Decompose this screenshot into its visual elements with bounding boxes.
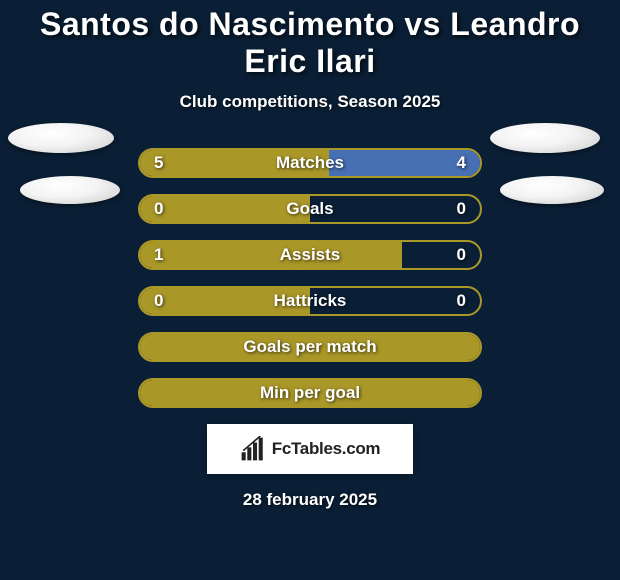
stat-value-right: 0 [457, 245, 466, 265]
stat-row: Min per goal [0, 378, 620, 408]
stat-label: Matches [276, 153, 344, 173]
stat-value-left: 1 [154, 245, 163, 265]
stat-label: Hattricks [274, 291, 347, 311]
stat-value-right: 4 [457, 153, 466, 173]
stat-value-right: 0 [457, 291, 466, 311]
stat-label: Min per goal [260, 383, 360, 403]
date-text: 28 february 2025 [0, 490, 620, 510]
stat-value-left: 0 [154, 291, 163, 311]
stat-bar-left-fill [140, 242, 402, 268]
stat-value-right: 0 [457, 199, 466, 219]
stat-row: Goals 0 0 [0, 194, 620, 224]
stat-row: Assists 1 0 [0, 240, 620, 270]
stat-bar: Hattricks 0 0 [138, 286, 482, 316]
branding-text: FcTables.com [272, 439, 381, 459]
stat-bar: Goals 0 0 [138, 194, 482, 224]
stat-label: Goals per match [243, 337, 376, 357]
stat-row: Matches 5 4 [0, 148, 620, 178]
infographic-container: Santos do Nascimento vs Leandro Eric Ila… [0, 0, 620, 580]
fctables-logo-icon [240, 436, 266, 462]
stat-bar-left-fill [140, 196, 310, 222]
subtitle: Club competitions, Season 2025 [0, 92, 620, 112]
stat-bar: Goals per match [138, 332, 482, 362]
stat-row: Hattricks 0 0 [0, 286, 620, 316]
stat-value-left: 5 [154, 153, 163, 173]
stat-row: Goals per match [0, 332, 620, 362]
stat-bar: Assists 1 0 [138, 240, 482, 270]
branding-badge: FcTables.com [207, 424, 413, 474]
page-title: Santos do Nascimento vs Leandro Eric Ila… [0, 6, 620, 80]
stat-label: Goals [286, 199, 333, 219]
stat-value-left: 0 [154, 199, 163, 219]
stat-label: Assists [280, 245, 340, 265]
stat-bar: Min per goal [138, 378, 482, 408]
stats-rows: Matches54Goals00Assists10Hattricks00Goal… [0, 148, 620, 408]
stat-bar: Matches 5 4 [138, 148, 482, 178]
